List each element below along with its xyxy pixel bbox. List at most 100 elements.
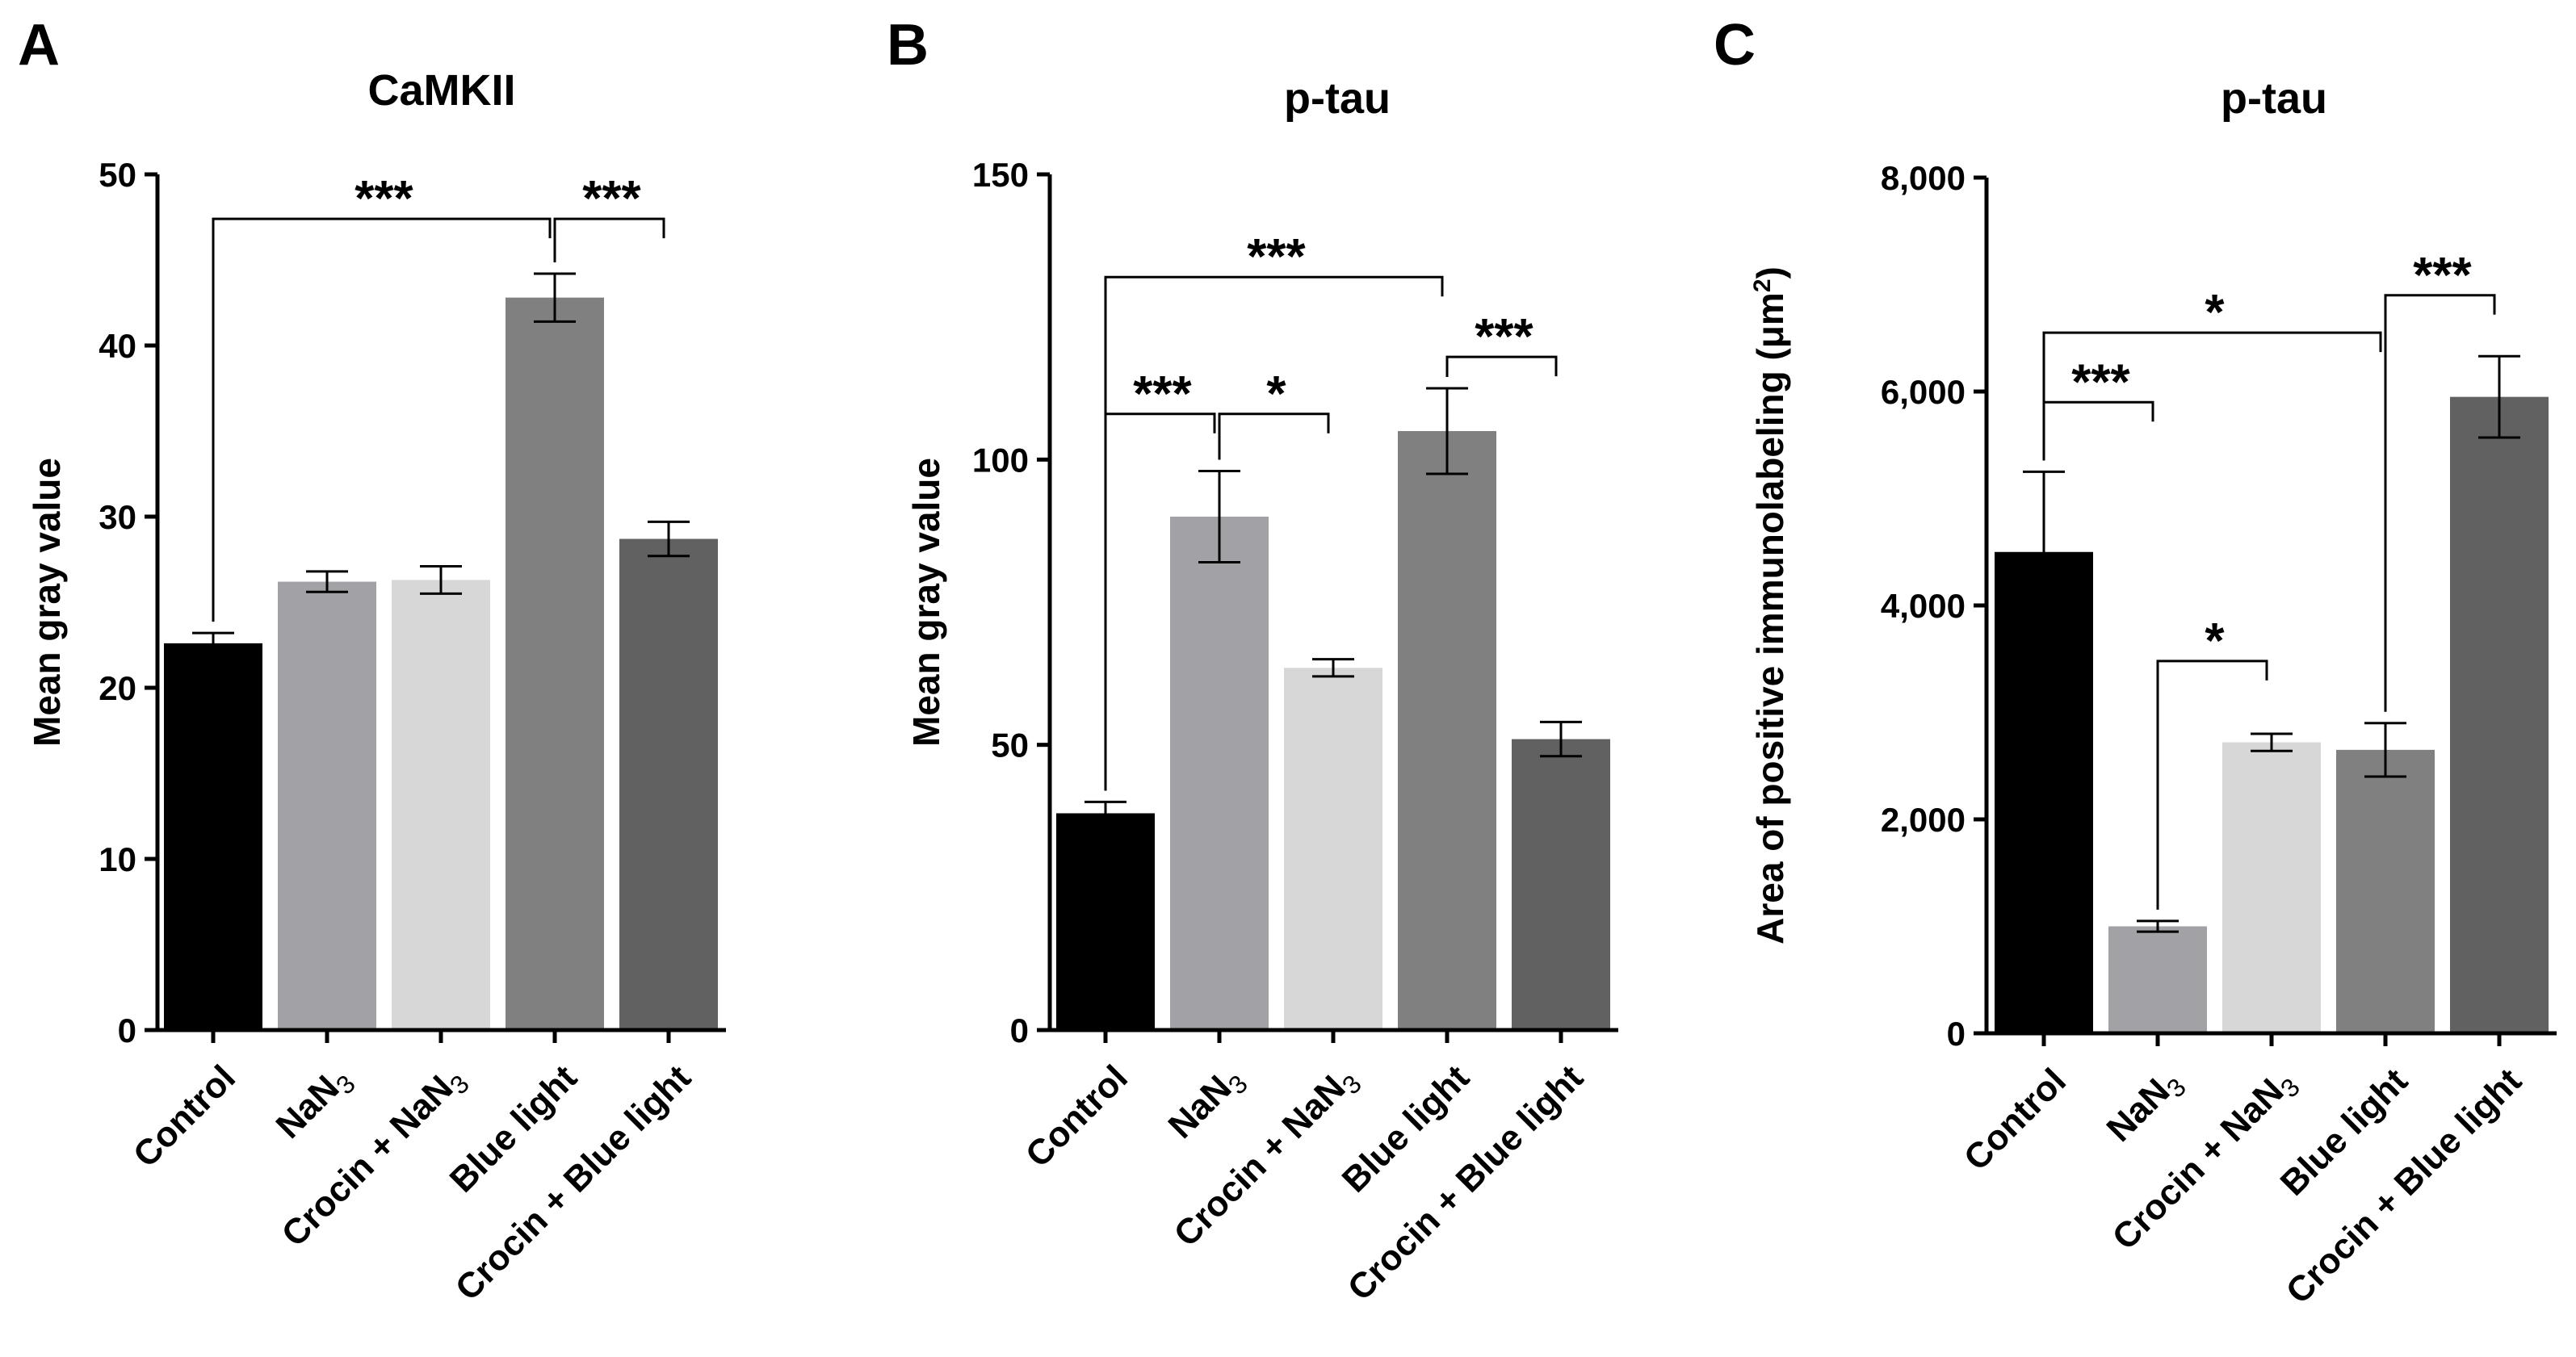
- error-bar-a-3: [534, 272, 576, 323]
- x-tick-label: Control: [1957, 1061, 2074, 1178]
- significance-label: ***: [2413, 248, 2472, 304]
- bar-b-3: [1398, 431, 1496, 1030]
- chart-panel-b: Bp-tau Mean gray value 0 50 100 150 Control NaN…: [887, 13, 1618, 1309]
- y-tick-label: 100: [972, 441, 1029, 479]
- y-tick-label: 50: [99, 156, 136, 194]
- significance-bracket-c-1: [2042, 400, 2154, 461]
- y-tick-label: 8,000: [1881, 159, 1966, 197]
- bar-b-1: [1170, 517, 1269, 1030]
- significance-label: ***: [355, 171, 413, 227]
- x-tick-label-text: Control: [1957, 1061, 2074, 1178]
- panel-letter: C: [1714, 13, 1756, 77]
- y-tick-label: 0: [1947, 1015, 1966, 1053]
- bar-a-0: [164, 643, 262, 1030]
- y-tick-label: 30: [99, 498, 136, 536]
- error-bar-a-1: [306, 570, 348, 593]
- y-axis-label: Area of positive immunolabeling (μm2): [1749, 266, 1792, 944]
- error-bar-c-4: [2478, 354, 2520, 439]
- panel-letter: B: [887, 13, 929, 77]
- x-tick-label: Control: [126, 1058, 243, 1175]
- y-tick-label: 150: [972, 156, 1029, 194]
- bar-c-2: [2222, 742, 2321, 1033]
- y-tick-label: 2,000: [1881, 801, 1966, 839]
- significance-bracket-b-1: [1104, 413, 1216, 791]
- bar-a-1: [278, 581, 376, 1030]
- x-tick-label-text: Control: [1018, 1058, 1135, 1175]
- significance-bracket-b-2: [1218, 413, 1330, 460]
- y-tick-label: 0: [118, 1011, 136, 1049]
- y-tick-label: 50: [991, 727, 1029, 764]
- error-bar-a-4: [648, 520, 690, 558]
- chart-title: p-tau: [2221, 74, 2327, 123]
- error-bar-a-0: [192, 631, 234, 655]
- y-tick-label: 20: [99, 669, 136, 707]
- significance-bracket-c-2: [2156, 660, 2268, 910]
- bracket-line: [1104, 275, 1444, 791]
- significance-label: *: [1266, 366, 1286, 422]
- bracket-line: [2042, 331, 2382, 461]
- significance-bracket-a-0: [212, 217, 552, 622]
- significance-bracket-c-0: [2042, 331, 2382, 461]
- y-tick-label: 10: [99, 840, 136, 878]
- bracket-line: [1104, 413, 1216, 791]
- error-bar-b-4: [1540, 720, 1582, 758]
- significance-label: ***: [1247, 229, 1306, 285]
- error-bar-b-2: [1312, 658, 1354, 678]
- chart-title: CaMKII: [367, 66, 515, 115]
- y-axis-label-superscript: 2: [1749, 279, 1776, 292]
- y-axis-label: Mean gray value: [26, 458, 68, 747]
- significance-label: ***: [2071, 354, 2130, 410]
- x-tick-label: Control: [1018, 1058, 1135, 1175]
- error-bar-a-2: [420, 564, 462, 595]
- y-axis-label-text: Mean gray value: [26, 458, 68, 747]
- bar-b-4: [1512, 739, 1610, 1030]
- bar-c-4: [2450, 396, 2549, 1033]
- y-axis-label-text: Mean gray value: [905, 458, 947, 747]
- y-axis-label-text: Area of positive immunolabeling (μm: [1749, 292, 1791, 944]
- bar-b-2: [1284, 668, 1382, 1030]
- bracket-line: [1445, 355, 1558, 377]
- significance-label: *: [2205, 285, 2225, 341]
- panel-letter: A: [18, 13, 60, 77]
- significance-label: ***: [1133, 366, 1192, 422]
- y-axis-label: Mean gray value: [905, 458, 947, 747]
- bracket-line: [2042, 400, 2154, 461]
- error-bar-b-0: [1085, 800, 1126, 827]
- error-bar-c-2: [2251, 732, 2293, 752]
- bracket-line: [2384, 294, 2496, 712]
- y-tick-label: 0: [1010, 1011, 1029, 1049]
- chart-panel-c: Cp-tau Area of positive immunolabeling (μ…: [1714, 13, 2557, 1312]
- significance-bracket-c-3: [2384, 294, 2496, 712]
- bar-c-1: [2108, 926, 2207, 1033]
- chart-title: p-tau: [1284, 74, 1391, 123]
- x-tick-label: NaN3: [269, 1058, 361, 1150]
- x-tick-label: NaN3: [2100, 1061, 2192, 1153]
- x-tick-label-text: Control: [126, 1058, 243, 1175]
- bracket-line: [553, 217, 665, 262]
- error-bar-b-1: [1198, 469, 1240, 564]
- significance-bracket-a-1: [553, 217, 665, 262]
- y-tick-label: 40: [99, 327, 136, 365]
- chart-panel-a: A CaMKII Mean gray value 0 10 20 30 40 50 Control…: [18, 13, 726, 1309]
- bracket-line: [2156, 660, 2268, 910]
- bar-a-4: [619, 538, 718, 1030]
- significance-label: ***: [1475, 309, 1533, 365]
- error-bar-c-0: [2023, 470, 2065, 634]
- y-tick-label: 4,000: [1881, 587, 1966, 625]
- significance-label: ***: [582, 171, 641, 227]
- bar-a-2: [392, 580, 490, 1030]
- bar-b-0: [1056, 813, 1155, 1030]
- error-bar-c-1: [2137, 919, 2179, 933]
- bar-c-3: [2336, 749, 2435, 1033]
- error-bar-b-3: [1426, 387, 1468, 475]
- bracket-line: [1218, 413, 1330, 460]
- significance-label: *: [2205, 614, 2225, 669]
- y-axis-label-end: ): [1749, 266, 1791, 279]
- error-bar-c-3: [2364, 722, 2406, 778]
- y-tick-label: 6,000: [1881, 373, 1966, 411]
- bracket-line: [212, 217, 552, 622]
- bar-a-3: [506, 297, 604, 1030]
- significance-bracket-b-0: [1104, 275, 1444, 791]
- x-tick-label: NaN3: [1161, 1058, 1253, 1150]
